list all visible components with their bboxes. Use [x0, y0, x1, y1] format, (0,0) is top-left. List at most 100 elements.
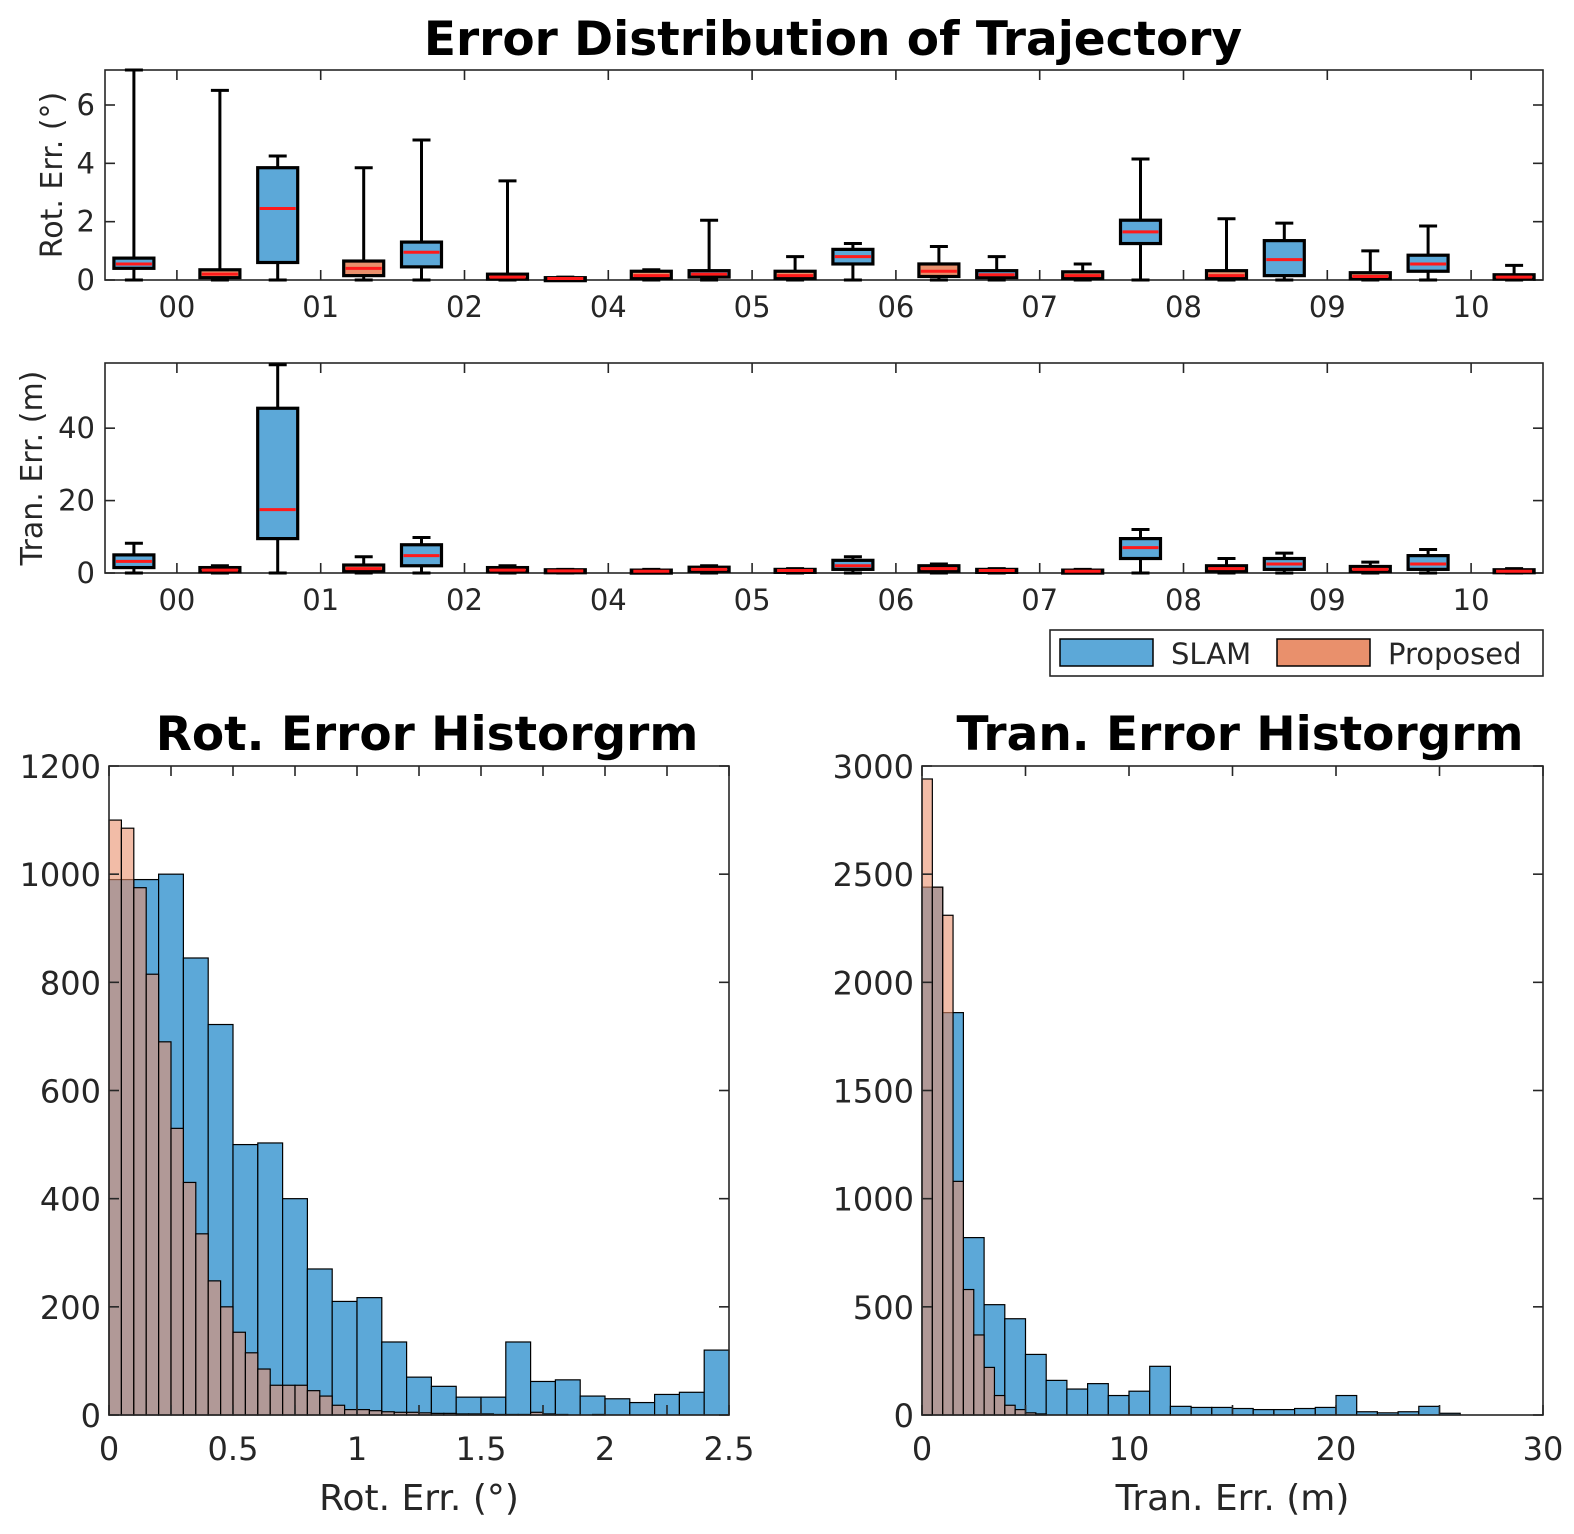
tran-box-plot-area [104, 362, 1544, 574]
tran-hist-bar-proposed [942, 914, 954, 1416]
rot-hist-bar-proposed [244, 1352, 259, 1416]
rot-hist-xtick-label: 2 [595, 1430, 615, 1468]
rot-hist-bar-slam [579, 1395, 606, 1416]
rot-hist-bar-slam [455, 1396, 482, 1416]
legend-swatch-slam [1059, 638, 1154, 667]
tran-hist-bar-proposed [993, 1394, 1006, 1416]
tran-hist-bar-slam [1190, 1406, 1213, 1416]
rot-box-ytick-label: 2 [77, 205, 95, 239]
rot-hist-bar-proposed [356, 1408, 370, 1416]
tran-hist-ytick-label: 1000 [833, 1181, 914, 1219]
rot-hist-xtick-label: 1 [347, 1430, 367, 1468]
tran-box-ytick-label: 20 [58, 484, 95, 518]
rot-box-ylabel: Rot. Err. (°) [35, 92, 70, 259]
tran-hist-bar-slam [1086, 1383, 1109, 1416]
tran-hist-bar-slam [1024, 1353, 1047, 1416]
tran-hist-bar-slam [1314, 1406, 1337, 1416]
tran-box-xtick-label: 09 [1309, 583, 1346, 617]
rot-hist-bar-proposed [108, 819, 122, 1416]
tran-box-xtick-label: 07 [1021, 583, 1058, 617]
tran-hist-bar-slam [1149, 1365, 1171, 1416]
rot-hist-bar-proposed [195, 1233, 209, 1416]
tran-hist-bar-slam [1293, 1407, 1316, 1416]
rot-hist-bar-proposed [120, 827, 135, 1416]
rot-hist-bar-proposed [331, 1404, 346, 1416]
tran-hist-bar-slam [1128, 1390, 1151, 1416]
tran-box-xtick-label: 10 [1453, 583, 1490, 617]
rot-hist-bar-slam [629, 1401, 656, 1416]
tran-hist-xtick-label: 20 [1316, 1430, 1357, 1468]
rot-hist-bar-slam [331, 1300, 358, 1416]
tran-hist-bar-proposed [1004, 1404, 1016, 1416]
rot-hist-title: Rot. Error Historgrm [156, 707, 699, 762]
legend: SLAM Proposed [1049, 629, 1544, 677]
rot-box-xtick-label: 07 [1021, 290, 1058, 324]
tran-hist-bar-slam [1252, 1408, 1275, 1416]
tran-hist-ytick-label: 2000 [833, 964, 914, 1002]
rot-hist-xtick-label: 0 [99, 1430, 119, 1468]
rot-hist-ytick-label: 1000 [20, 856, 101, 894]
rot-hist-bar-slam [381, 1341, 408, 1416]
rot-hist-bar-slam [356, 1297, 383, 1416]
tran-hist-bar-proposed [973, 1334, 985, 1416]
rot-box-plot-area [104, 69, 1544, 281]
tran-box-xtick-label: 06 [877, 583, 914, 617]
tran-hist-ytick-label: 2500 [833, 856, 914, 894]
tran-hist-bar-slam [1066, 1388, 1089, 1416]
rot-hist-ytick-label: 200 [40, 1289, 101, 1327]
rot-hist-xtick-label: 0.5 [208, 1430, 259, 1468]
tran-hist-bar-slam [1004, 1318, 1027, 1416]
rot-hist-bar-proposed [220, 1306, 234, 1416]
rot-box-xtick-label: 01 [302, 290, 339, 324]
tran-hist-bar-proposed [983, 1366, 996, 1416]
tran-hist-xtick-label: 0 [912, 1430, 932, 1468]
tran-hist-bar-proposed [1014, 1408, 1027, 1416]
rot-hist-bar-proposed [319, 1395, 333, 1416]
rot-box-ytick-label: 6 [77, 88, 95, 122]
rot-hist-bar-proposed [133, 887, 147, 1416]
rot-hist-ytick-label: 400 [40, 1181, 101, 1219]
tran-hist-xtick-label: 30 [1523, 1430, 1564, 1468]
tran-box-xtick-label: 08 [1165, 583, 1202, 617]
rot-hist-bar-slam [480, 1396, 507, 1416]
legend-label-proposed: Proposed [1388, 637, 1522, 671]
rot-box-xtick-label: 00 [158, 290, 195, 324]
rot-hist-bar-proposed [306, 1390, 321, 1416]
tran-hist-bar-slam [1107, 1394, 1130, 1416]
rot-hist-bar-slam [554, 1379, 581, 1416]
rot-hist-bar-proposed [145, 973, 160, 1416]
rot-hist-bar-slam [430, 1385, 457, 1416]
tran-box-ylabel: Tran. Err. (m) [15, 371, 50, 567]
rot-box-box [399, 240, 444, 269]
rot-box-xtick-label: 10 [1453, 290, 1490, 324]
rot-box-box [256, 166, 300, 265]
tran-box-box [256, 406, 300, 541]
tran-hist-bar-slam [1418, 1405, 1441, 1416]
rot-hist-ytick-label: 600 [40, 1073, 101, 1111]
rot-hist-xlabel: Rot. Err. (°) [319, 1478, 519, 1519]
tran-hist-title: Tran. Error Historgrm [957, 707, 1524, 762]
rot-hist-xtick-label: 2.5 [704, 1430, 755, 1468]
tran-hist-ytick-label: 0 [894, 1397, 914, 1435]
tran-hist-bar-slam [1211, 1406, 1234, 1416]
rot-hist-bar-proposed [257, 1368, 271, 1416]
rot-box-xtick-label: 02 [446, 290, 483, 324]
rot-hist-ytick-label: 0 [81, 1397, 101, 1435]
rot-box-xtick-label: 09 [1309, 290, 1346, 324]
tran-hist-bar-slam [1335, 1394, 1358, 1416]
tran-box-xtick-label: 04 [590, 583, 627, 617]
tran-hist-xlabel: Tran. Err. (m) [1115, 1478, 1350, 1519]
tran-hist-xtick-label: 10 [1109, 1430, 1150, 1468]
rot-box-xtick-label: 04 [590, 290, 627, 324]
rot-hist-bar-slam [505, 1341, 532, 1416]
tran-hist-ytick-label: 3000 [833, 748, 914, 786]
tran-error-histogram: 0 500 1000 1500 2000 2500 3000 0 10 20 30 Tran. Err… [833, 707, 1564, 1519]
rot-hist-bar-proposed [170, 1127, 184, 1416]
rot-hist-bar-proposed [158, 1041, 172, 1416]
tran-box-xtick-label: 01 [302, 583, 339, 617]
rot-hist-bar-proposed [269, 1384, 284, 1416]
rot-box-ytick-label: 0 [77, 263, 95, 297]
rot-hist-bar-slam [604, 1398, 631, 1416]
figure-title: Error Distribution of Trajectory [424, 12, 1242, 67]
